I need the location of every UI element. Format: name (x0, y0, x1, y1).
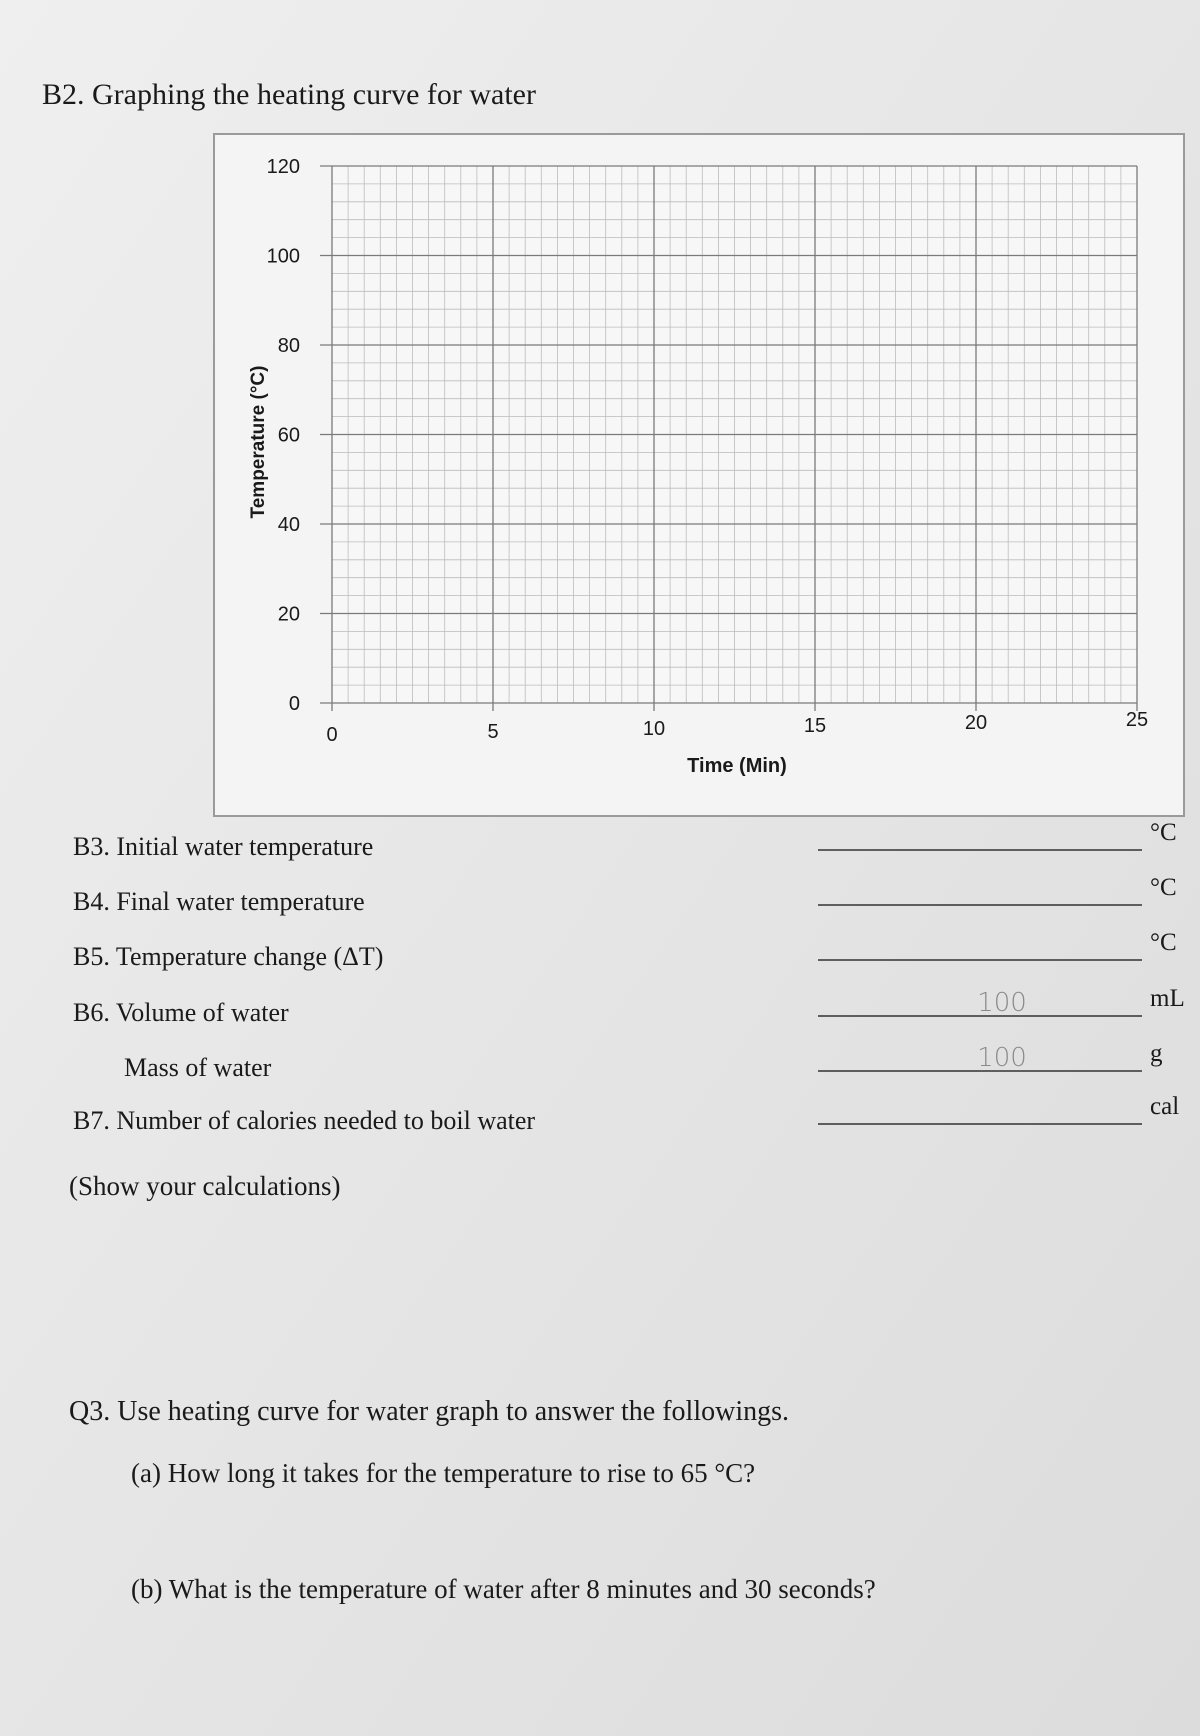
y-tick-label: 120 (267, 156, 300, 178)
q3-title: Q3. Use heating curve for water graph to… (69, 1396, 789, 1427)
handwritten-answer: 100 (977, 1043, 1027, 1073)
unit: cal (1150, 1093, 1179, 1120)
x-tick-label: 20 (965, 712, 987, 734)
y-tick-label: 40 (278, 514, 300, 536)
question-label: Mass of water (124, 1053, 272, 1082)
q3-a: (a) How long it takes for the temperatur… (131, 1458, 755, 1488)
question-label: B7. Number of calories needed to boil wa… (73, 1106, 535, 1135)
graph: 0 5 10 15 20 25 0 20 40 60 80 100 120 (267, 156, 1149, 746)
y-tick-label: 60 (278, 425, 300, 447)
question-label: B3. Initial water temperature (73, 832, 373, 861)
heading: B2. Graphing the heating curve for water (42, 78, 536, 111)
x-tick-label: 25 (1126, 709, 1148, 731)
x-axis-label: Time (Min) (687, 755, 787, 777)
y-tick-label: 80 (278, 335, 300, 357)
question-label: B6. Volume of water (73, 998, 289, 1027)
x-tick-label: 15 (804, 715, 826, 737)
x-tick-label: 5 (487, 721, 498, 743)
q3-b: (b) What is the temperature of water aft… (131, 1574, 876, 1604)
y-tick-label: 0 (289, 693, 300, 715)
question-label: B5. Temperature change (ΔT) (73, 942, 383, 971)
y-axis-label: Temperature (°C) (248, 366, 269, 519)
y-tick-label: 20 (278, 604, 300, 626)
handwritten-answer: 100 (977, 988, 1027, 1018)
unit: °C (1150, 929, 1177, 956)
question-label: B4. Final water temperature (73, 887, 365, 916)
x-tick-label: 0 (326, 724, 337, 746)
y-tick-label: 100 (267, 246, 300, 268)
unit: °C (1150, 819, 1177, 846)
x-tick-label: 10 (643, 718, 665, 740)
unit: °C (1150, 874, 1177, 901)
questions: B3. Initial water temperature °C B4. Final… (73, 819, 1185, 1135)
unit: mL (1150, 985, 1185, 1012)
unit: g (1150, 1040, 1163, 1067)
note: (Show your calculations) (69, 1171, 340, 1201)
